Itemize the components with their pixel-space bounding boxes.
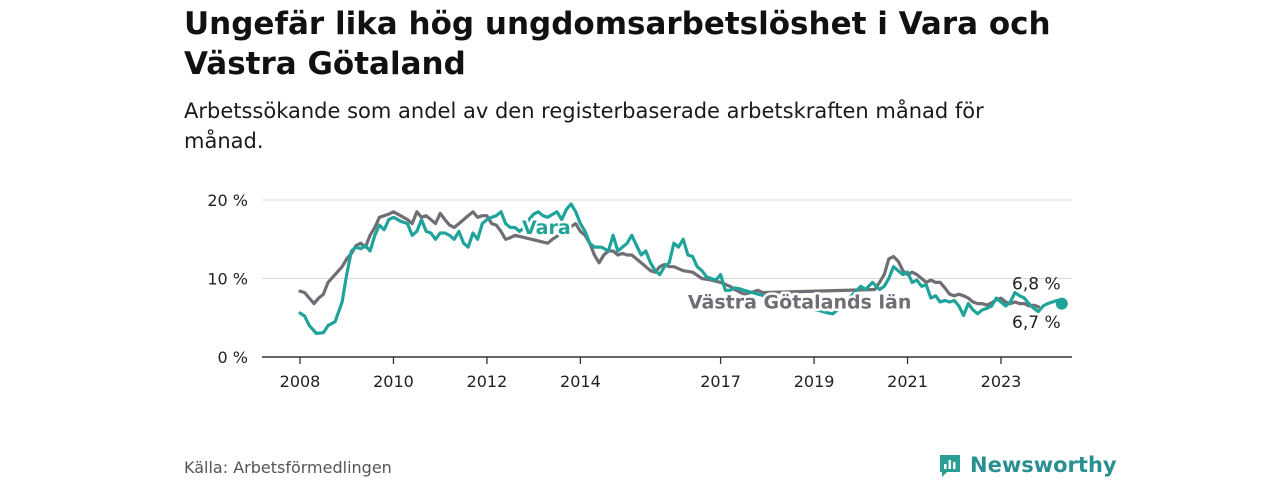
series-label-vara: Vara [522, 217, 571, 239]
end-label-vara: 6,8 % [1012, 274, 1061, 294]
x-tick-label: 2012 [467, 372, 508, 391]
x-tick-label: 2021 [887, 372, 928, 391]
y-tick-label: 0 % [218, 348, 248, 367]
brand-logo: Newsworthy [938, 448, 1117, 482]
axes: 0 % 10 % 20 % 2008 2010 2012 2014 2017 2019 2021 2… [207, 191, 1072, 391]
source-note: Källa: Arbetsförmedlingen [184, 458, 392, 477]
line-chart: 0 % 10 % 20 % 2008 2010 2012 2014 2017 2019 2021 2… [207, 191, 1072, 391]
brand-name: Newsworthy [970, 453, 1117, 477]
series-lines [298, 202, 1068, 335]
series-label-vastra-gotaland: Västra Götalands län [688, 291, 911, 313]
x-tick-label: 2008 [280, 372, 321, 391]
newsworthy-logo-icon [940, 455, 960, 477]
x-tick-label: 2019 [794, 372, 835, 391]
series-line-vastra-gotaland [298, 210, 1040, 309]
x-tick-label: 2014 [560, 372, 601, 391]
gridlines [262, 199, 1072, 279]
series-end-marker-vara [1055, 297, 1068, 310]
y-tick-label: 20 % [207, 191, 248, 210]
chart-title: Ungefär lika hög ungdomsarbetslöshet i V… [184, 6, 1051, 82]
x-tick-label: 2023 [981, 372, 1022, 391]
data-labels: Vara Västra Götalands län 6,8 % 6,7 % [519, 214, 1061, 333]
x-tick-label: 2010 [373, 372, 414, 391]
y-tick-label: 10 % [207, 270, 248, 289]
x-tick-label: 2017 [700, 372, 741, 391]
series-line-vara [298, 202, 1064, 335]
chart-subtitle: Arbetssökande som andel av den registerb… [184, 99, 984, 153]
end-label-vastra-gotaland: 6,7 % [1012, 313, 1061, 333]
